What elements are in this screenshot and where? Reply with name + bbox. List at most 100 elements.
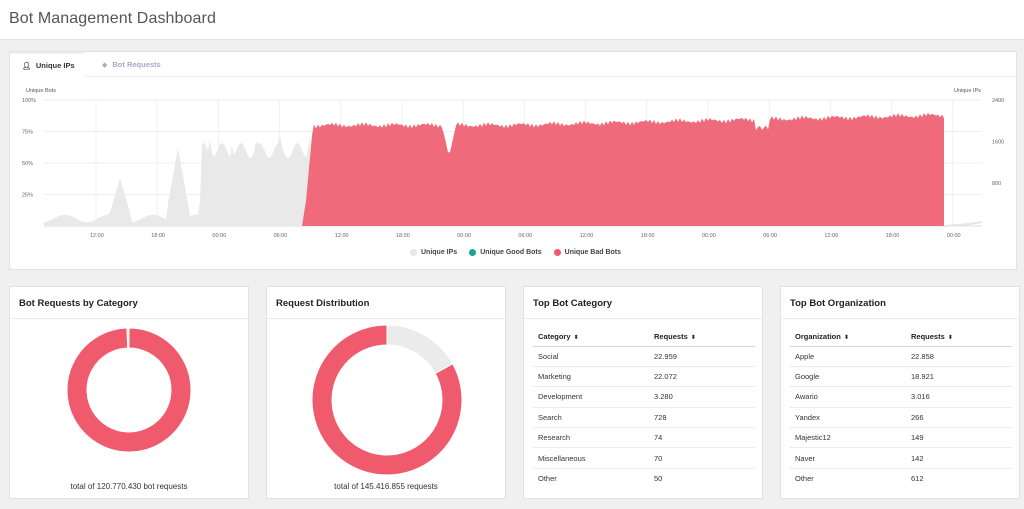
organization-cell: Naver — [790, 447, 906, 469]
bot-icon: ◆ — [102, 61, 108, 69]
category-donut-slice-1[interactable] — [126, 327, 130, 349]
chart-tabs: 👤︎ Unique IPs ◆ Bot Requests — [10, 52, 210, 77]
left-axis-title: Unique Bots — [26, 88, 56, 94]
x-tick-label: 00:00 — [702, 233, 716, 239]
x-tick-label: 06:00 — [763, 233, 777, 239]
legend-label: Unique Good Bots — [480, 249, 542, 256]
table-header-row: Category ⬍ Requests ⬍ — [533, 328, 755, 347]
requests-cell: 22.959 — [649, 346, 755, 367]
distribution-donut-slice-0[interactable] — [386, 324, 454, 375]
category-donut-slice-0[interactable] — [66, 327, 192, 453]
requests-cell: 50 — [654, 474, 663, 484]
column-label: Requests — [911, 332, 945, 342]
table-row[interactable]: Social 22.959 — [533, 346, 755, 367]
bot-requests-by-category-card: Bot Requests by Category total of 120.77… — [9, 286, 249, 499]
tab-label: Bot Requests — [112, 60, 161, 69]
category-cell: Marketing — [533, 366, 649, 388]
category-donut-chart — [66, 327, 192, 453]
tab-unique-ips[interactable]: 👤︎ Unique IPs — [10, 52, 85, 77]
x-tick-label: 06:00 — [274, 233, 288, 239]
category-cell: Search — [533, 407, 649, 429]
top-bot-category-table: Category ⬍ Requests ⬍ Social 22.959 Marketi… — [533, 328, 755, 489]
column-label: Organization — [795, 332, 841, 342]
table-row[interactable]: Yandex 266 — [790, 407, 1012, 429]
column-header-requests[interactable]: Requests ⬍ — [649, 328, 755, 347]
card-divider — [524, 318, 762, 319]
table-header-row: Organization ⬍ Requests ⬍ — [790, 328, 1012, 347]
x-tick-label: 12:00 — [335, 233, 349, 239]
y-tick-label: 75% — [22, 130, 33, 136]
distribution-donut-chart — [311, 324, 463, 476]
x-tick-label: 12:00 — [90, 233, 104, 239]
timeline-panel: 👤︎ Unique IPs ◆ Bot Requests Unique Bots… — [9, 51, 1017, 270]
legend-item-bad-bots[interactable]: Unique Bad Bots — [553, 249, 622, 256]
organization-cell: Other — [795, 474, 814, 484]
column-header-requests[interactable]: Requests ⬍ — [906, 328, 1012, 347]
user-icon: 👤︎ — [22, 62, 31, 70]
requests-cell: 22.858 — [906, 346, 1012, 367]
requests-cell: 149 — [906, 427, 1012, 449]
table-row[interactable]: Search 728 — [533, 407, 755, 429]
timeline-chart: 100% 75% 50% 25% 2400 1600 800 12:00 18:00 00:00 0… — [22, 98, 1004, 239]
requests-cell: 728 — [649, 407, 755, 429]
x-tick-label: 00:00 — [947, 233, 961, 239]
table-row[interactable]: Naver 142 — [790, 447, 1012, 469]
card-divider — [267, 318, 505, 319]
x-tick-label: 12:00 — [580, 233, 594, 239]
distribution-donut-slice-1[interactable] — [311, 324, 463, 476]
legend-item-good-bots[interactable]: Unique Good Bots — [469, 249, 542, 256]
column-label: Category — [538, 332, 571, 342]
unique-bad-bots-area — [302, 112, 944, 226]
table-row[interactable]: Research 74 — [533, 427, 755, 449]
card-title: Bot Requests by Category — [19, 298, 138, 309]
requests-cell: 3.280 — [649, 386, 755, 408]
top-bot-organization-table: Organization ⬍ Requests ⬍ Apple 22.858 Goog… — [790, 328, 1012, 489]
card-title: Top Bot Category — [533, 298, 612, 309]
y-tick-label: 50% — [22, 161, 33, 167]
y2-tick-label: 2400 — [992, 98, 1004, 104]
table-row[interactable]: Awario 3.016 — [790, 386, 1012, 408]
table-row[interactable]: Miscellaneous 70 — [533, 447, 755, 469]
y2-tick-label: 800 — [992, 181, 1001, 187]
legend-dot — [469, 249, 477, 256]
requests-cell: 22.072 — [649, 366, 755, 388]
table-row[interactable]: Majestic12 149 — [790, 427, 1012, 449]
requests-cell: 3.016 — [906, 386, 1012, 408]
page-title: Bot Management Dashboard — [9, 10, 216, 27]
x-tick-label: 00:00 — [457, 233, 471, 239]
column-label: Requests — [654, 332, 688, 342]
x-tick-label: 18:00 — [886, 233, 900, 239]
unique-ips-tail — [943, 221, 983, 227]
table-row[interactable]: Development 3.280 — [533, 386, 755, 408]
y-tick-label: 25% — [22, 193, 33, 199]
category-cell: Development — [533, 386, 649, 408]
y2-tick-label: 1600 — [992, 140, 1004, 146]
y-tick-label: 100% — [22, 98, 36, 104]
column-header-organization[interactable]: Organization ⬍ — [790, 328, 906, 347]
column-header-category[interactable]: Category ⬍ — [533, 328, 649, 347]
category-cell: Research — [533, 427, 649, 449]
requests-cell: 70 — [649, 447, 755, 469]
tab-bot-requests[interactable]: ◆ Bot Requests — [90, 52, 180, 77]
category-cell: Other — [538, 474, 557, 484]
table-row[interactable]: Apple 22.858 — [790, 346, 1012, 367]
legend-label: Unique Bad Bots — [564, 249, 622, 256]
x-tick-label: 18:00 — [396, 233, 410, 239]
table-row[interactable]: Marketing 22.072 — [533, 366, 755, 388]
table-row[interactable]: Other 50 — [533, 468, 755, 488]
top-bot-organization-card: Top Bot Organization Organization ⬍ Reque… — [780, 286, 1020, 499]
tab-divider — [85, 76, 1016, 77]
requests-cell: 142 — [906, 447, 1012, 469]
unique-ips-area — [44, 135, 310, 226]
sort-icon: ⬍ — [843, 335, 849, 342]
organization-cell: Awario — [790, 386, 906, 408]
table-row[interactable]: Google 18.921 — [790, 366, 1012, 388]
total-requests-text: total of 145.416.855 requests — [334, 482, 438, 491]
table-row[interactable]: Other 612 — [790, 468, 1012, 488]
sort-icon: ⬍ — [573, 335, 579, 342]
sort-icon: ⬍ — [690, 335, 696, 342]
category-cell: Miscellaneous — [533, 447, 649, 469]
x-tick-label: 12:00 — [824, 233, 838, 239]
page-header: Bot Management Dashboard — [0, 0, 1024, 40]
legend-item-unique-ips[interactable]: Unique IPs — [410, 249, 457, 256]
